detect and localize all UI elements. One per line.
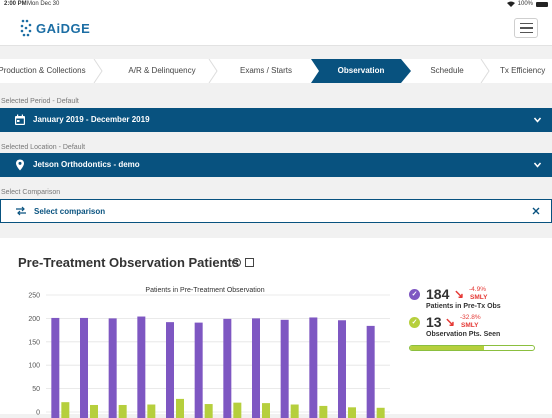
period-selector[interactable]: January 2019 - December 2019 bbox=[0, 108, 552, 132]
bar-series-2-jan[interactable] bbox=[61, 402, 70, 418]
bar-series-2-jun[interactable] bbox=[204, 404, 213, 418]
kpi-value: 184 bbox=[426, 286, 450, 302]
bar-series-2-apr[interactable] bbox=[147, 404, 156, 418]
observation-bar-chart: Patients in Pre-Treatment Observation 0 5… bbox=[28, 287, 390, 418]
kpi-value: 13 bbox=[426, 314, 442, 330]
image-icon[interactable] bbox=[245, 258, 254, 267]
tab-exams-starts[interactable]: Exams / Starts bbox=[239, 66, 292, 75]
bar-series-2-sep[interactable] bbox=[290, 404, 299, 418]
bar-series-1-dec[interactable] bbox=[366, 325, 375, 418]
trend-down-icon: ↘ bbox=[445, 315, 456, 329]
tab-production-collections[interactable]: Production & Collections bbox=[0, 66, 86, 75]
tab-ar-delinquency[interactable]: A/R & Delinquency bbox=[128, 66, 196, 75]
comparison-value: Select comparison bbox=[34, 207, 106, 216]
kpi-compare: SMLY bbox=[461, 322, 479, 329]
hamburger-menu-button[interactable] bbox=[514, 18, 538, 38]
kpi-change: -32.8% bbox=[460, 314, 481, 321]
y-tick-label: 100 bbox=[28, 363, 40, 370]
help-icon[interactable]: ? bbox=[232, 258, 241, 267]
tab-separator-icon bbox=[480, 59, 490, 83]
calendar-icon bbox=[15, 114, 25, 125]
period-value: January 2019 - December 2019 bbox=[33, 115, 150, 124]
bar-series-2-nov[interactable] bbox=[348, 407, 356, 418]
trend-down-icon: ↘ bbox=[454, 287, 465, 301]
kpi-label: Patients in Pre-Tx Obs bbox=[426, 303, 501, 310]
chevron-down-icon bbox=[534, 162, 541, 168]
close-icon[interactable] bbox=[532, 207, 540, 215]
gaidge-dots-icon bbox=[20, 19, 32, 37]
y-tick-label: 50 bbox=[32, 386, 40, 393]
bar-series-2-dec[interactable] bbox=[376, 407, 385, 418]
bar-series-1-nov[interactable] bbox=[338, 320, 346, 418]
bar-series-2-jul[interactable] bbox=[233, 402, 242, 418]
bar-series-1-aug[interactable] bbox=[252, 318, 260, 418]
app-header: GAiDGE bbox=[0, 10, 552, 46]
progress-fill bbox=[410, 346, 485, 350]
bar-series-2-aug[interactable] bbox=[262, 403, 270, 418]
status-right: 100% bbox=[506, 1, 548, 7]
battery-percent: 100% bbox=[517, 1, 533, 7]
observation-progress-bar bbox=[409, 345, 535, 351]
logo-text: GAiDGE bbox=[36, 20, 91, 36]
bar-series-1-jun[interactable] bbox=[194, 322, 203, 418]
y-tick-label: 150 bbox=[28, 339, 40, 346]
bar-series-1-apr[interactable] bbox=[137, 316, 146, 418]
chevron-down-icon bbox=[534, 117, 541, 123]
comparison-selector[interactable]: Select comparison bbox=[0, 199, 552, 223]
location-value: Jetson Orthodontics - demo bbox=[33, 160, 140, 169]
location-label: Selected Location - Default bbox=[1, 144, 86, 151]
bar-series-2-mar[interactable] bbox=[118, 404, 127, 418]
location-pin-icon bbox=[16, 159, 24, 171]
bar-series-2-feb[interactable] bbox=[90, 404, 98, 418]
bar-series-1-sep[interactable] bbox=[280, 319, 289, 418]
battery-icon bbox=[536, 1, 548, 7]
tab-tx-efficiency[interactable]: Tx Efficiency bbox=[500, 66, 546, 75]
tab-observation[interactable]: Observation bbox=[311, 59, 411, 83]
compare-arrows-icon bbox=[16, 206, 26, 216]
location-selector[interactable]: Jetson Orthodontics - demo bbox=[0, 153, 552, 177]
tab-schedule[interactable]: Schedule bbox=[430, 66, 464, 75]
bar-series-2-may[interactable] bbox=[176, 398, 184, 418]
y-tick-label: 0 bbox=[36, 410, 40, 417]
status-time: 2:00 PM bbox=[4, 1, 27, 7]
tab-separator-icon bbox=[208, 59, 218, 83]
card-title: Pre-Treatment Observation Patients bbox=[18, 255, 240, 270]
chart-title: Patients in Pre-Treatment Observation bbox=[145, 287, 264, 294]
dashboard-tabs: Production & Collections A/R & Delinquen… bbox=[0, 59, 552, 83]
status-date: Mon Dec 30 bbox=[27, 1, 60, 7]
status-bar: 2:00 PM Mon Dec 30 100% bbox=[0, 0, 552, 10]
wifi-icon bbox=[506, 1, 515, 7]
kpi-compare: SMLY bbox=[470, 294, 488, 301]
bar-series-1-oct[interactable] bbox=[309, 317, 318, 418]
bar-series-1-may[interactable] bbox=[166, 322, 174, 418]
check-circle-icon: ✓ bbox=[409, 317, 420, 328]
logo[interactable]: GAiDGE bbox=[20, 19, 90, 37]
y-tick-label: 250 bbox=[28, 293, 40, 300]
check-circle-icon: ✓ bbox=[409, 289, 420, 300]
kpi-label: Observation Pts. Seen bbox=[426, 331, 501, 338]
bar-series-2-oct[interactable] bbox=[319, 405, 328, 418]
bar-series-1-jul[interactable] bbox=[223, 318, 232, 418]
y-tick-label: 200 bbox=[28, 316, 40, 323]
kpi-change: -4.9% bbox=[469, 286, 486, 293]
comparison-label: Select Comparison bbox=[1, 189, 61, 196]
hamburger-icon bbox=[519, 22, 533, 25]
period-label: Selected Period - Default bbox=[1, 98, 79, 105]
observation-card: Pre-Treatment Observation Patients ? bbox=[0, 238, 552, 414]
tab-separator-icon bbox=[93, 59, 103, 83]
bar-series-1-mar[interactable] bbox=[108, 318, 117, 418]
bar-series-1-feb[interactable] bbox=[80, 317, 88, 418]
bar-series-1-jan[interactable] bbox=[51, 317, 60, 418]
